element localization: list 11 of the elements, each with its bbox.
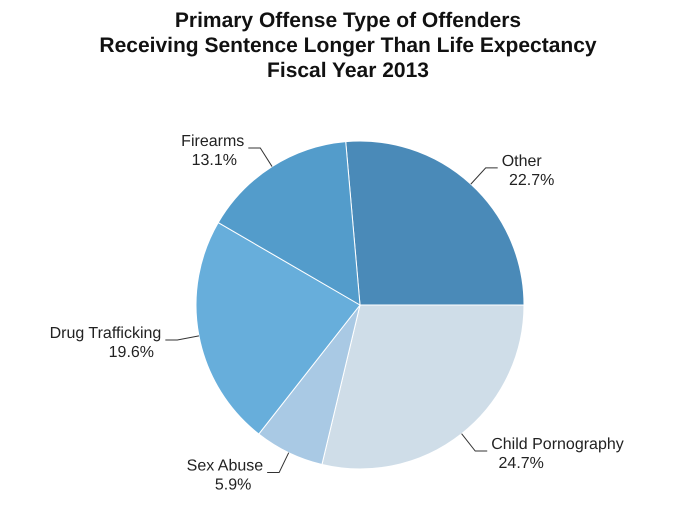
slice-label: Drug Trafficking [50,325,162,342]
slice-label: Child Pornography [491,436,624,454]
chart-title: Primary Offense Type of Offenders Receiving Sentence Longer Than Life Expectancy Fiscal Year 2013 [98,8,598,84]
data-label: 5.9% [214,476,252,494]
slice-label: Firearms [181,132,244,150]
data-label: 22.7% [509,172,554,189]
data-label: 19.6% [108,344,154,362]
data-label: 24.7% [498,455,544,472]
slice-label: Sex Abuse [186,458,264,475]
data-label: 13.1% [192,152,237,169]
slice-label: Other [502,152,542,170]
